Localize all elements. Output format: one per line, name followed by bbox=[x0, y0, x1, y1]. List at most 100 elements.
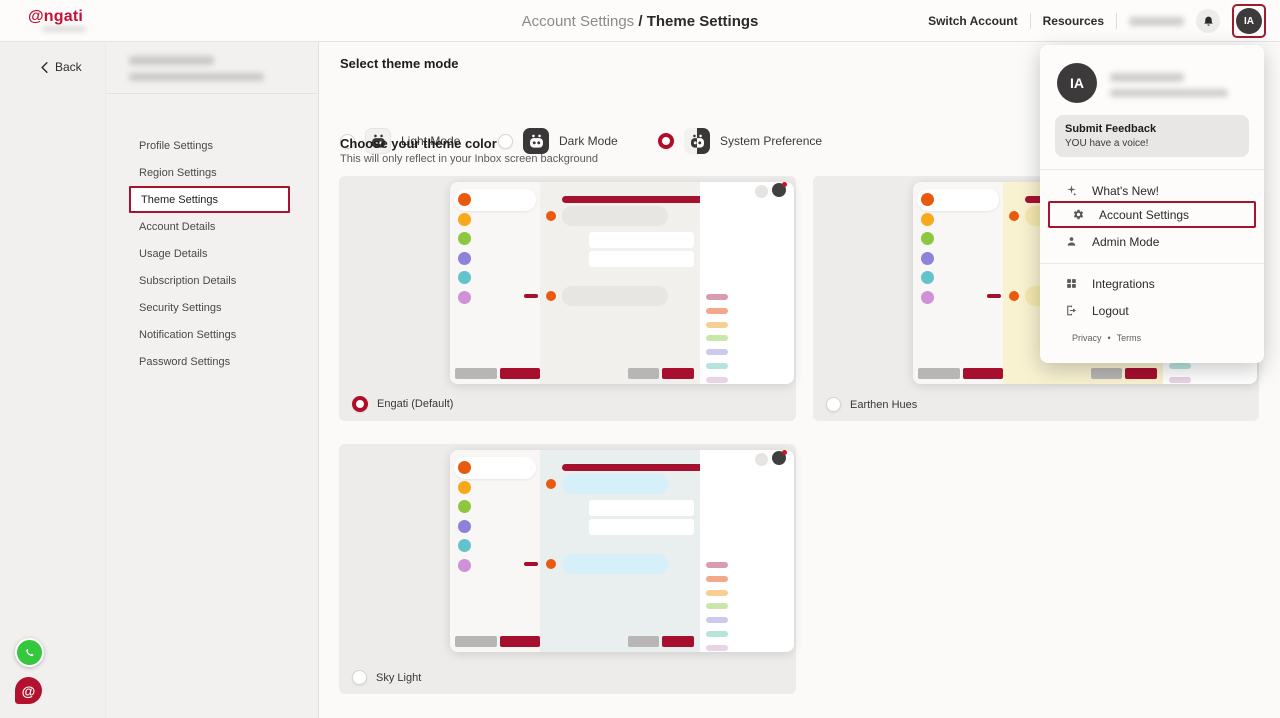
mockup-selected-conversation bbox=[917, 189, 999, 211]
mockup-avatar-dot bbox=[458, 461, 471, 474]
theme-mode-option-light-mode[interactable]: Light Mode bbox=[340, 128, 460, 154]
theme-mode-radio-system-preference[interactable] bbox=[658, 133, 674, 149]
sidebar-item-label: Subscription Details bbox=[139, 274, 237, 287]
gear-icon bbox=[1071, 208, 1085, 221]
back-label: Back bbox=[55, 60, 82, 74]
mockup-notification-dot bbox=[782, 450, 787, 455]
breadcrumb-separator: / bbox=[634, 13, 647, 30]
engati-logo[interactable]: @ngati bbox=[28, 8, 86, 31]
mockup-sender-dot bbox=[546, 479, 556, 489]
menu-item-admin-mode[interactable]: Admin Mode bbox=[1040, 228, 1264, 255]
header-user-name-redacted bbox=[1129, 16, 1184, 26]
sparkle-icon bbox=[1064, 184, 1078, 197]
mockup-compose-dash bbox=[524, 562, 538, 566]
mockup-button-gray bbox=[1091, 368, 1122, 379]
light-mode-bot-icon bbox=[365, 128, 391, 154]
theme-card-radio-earthen-hues[interactable] bbox=[826, 397, 841, 412]
sidebar-item-profile-settings[interactable]: Profile Settings bbox=[106, 132, 318, 159]
theme-mode-label: Dark Mode bbox=[559, 134, 618, 148]
mockup-sender-dot bbox=[1009, 291, 1019, 301]
mockup-compose-dash bbox=[524, 294, 538, 298]
menu-item-label: Integrations bbox=[1092, 276, 1155, 291]
engati-chat-widget-button[interactable]: @ bbox=[15, 677, 42, 704]
theme-card-sky-light[interactable]: Sky Light bbox=[339, 444, 796, 694]
mockup-sender-dot bbox=[1009, 211, 1019, 221]
mockup-button-red bbox=[963, 368, 1003, 379]
menu-divider bbox=[1040, 263, 1264, 264]
sidebar-item-password-settings[interactable]: Password Settings bbox=[106, 348, 318, 375]
sidebar-item-label: Security Settings bbox=[139, 301, 222, 314]
mockup-avatar-dot bbox=[921, 232, 934, 245]
sidebar-item-subscription-details[interactable]: Subscription Details bbox=[106, 267, 318, 294]
dropdown-footer-links: Privacy • Terms bbox=[1072, 333, 1141, 343]
mockup-button-red bbox=[500, 368, 540, 379]
mockup-conversation-list bbox=[450, 450, 540, 652]
theme-card-label-row: Sky Light bbox=[352, 670, 421, 685]
sidebar-item-usage-details[interactable]: Usage Details bbox=[106, 240, 318, 267]
sidebar-item-label: Password Settings bbox=[139, 355, 231, 368]
chevron-left-icon bbox=[41, 61, 48, 73]
footer-link-terms[interactable]: Terms bbox=[1116, 333, 1142, 343]
menu-item-integrations[interactable]: Integrations bbox=[1040, 270, 1264, 297]
notification-bell-button[interactable] bbox=[1196, 9, 1220, 33]
sidebar-item-account-details[interactable]: Account Details bbox=[106, 213, 318, 240]
mockup-chat-header-bar bbox=[562, 196, 708, 203]
sidebar-item-security-settings[interactable]: Security Settings bbox=[106, 294, 318, 321]
mockup-tag-pill bbox=[706, 376, 728, 383]
user-avatar-button[interactable]: IA bbox=[1236, 8, 1262, 34]
mockup-tag-pill bbox=[706, 575, 728, 582]
theme-card-radio-sky-light[interactable] bbox=[352, 670, 367, 685]
sidebar-item-label: Account Details bbox=[139, 220, 216, 233]
sidebar-item-theme-settings[interactable]: Theme Settings bbox=[129, 186, 290, 213]
mockup-status-circle-dark bbox=[772, 450, 787, 465]
sidebar-item-region-settings[interactable]: Region Settings bbox=[106, 159, 318, 186]
mockup-avatar-dot bbox=[458, 519, 471, 533]
mockup-avatar-dot bbox=[458, 500, 471, 513]
theme-mode-option-dark-mode[interactable]: Dark Mode bbox=[498, 128, 618, 154]
sidebar-item-label: Notification Settings bbox=[139, 328, 237, 341]
breadcrumb: Account Settings / Theme Settings bbox=[0, 13, 1280, 30]
engati-bubble-icon: @ bbox=[15, 677, 42, 704]
mockup-avatar-dot bbox=[921, 290, 934, 304]
mockup-status-circle-light bbox=[755, 185, 768, 198]
theme-color-subtitle: This will only reflect in your Inbox scr… bbox=[340, 153, 599, 165]
mockup-tag-pill bbox=[706, 321, 728, 328]
theme-mode-radio-dark-mode[interactable] bbox=[498, 133, 513, 149]
whatsapp-button[interactable] bbox=[15, 638, 44, 667]
account-dropdown-menu: IA Submit Feedback YOU have a voice! Wha… bbox=[1040, 45, 1264, 363]
theme-preview-mockup bbox=[450, 450, 794, 652]
mockup-tag-pill bbox=[706, 349, 728, 356]
mockup-avatar-dot bbox=[458, 480, 471, 494]
theme-card-radio-engati-default[interactable] bbox=[352, 396, 368, 412]
theme-card-engati-default[interactable]: Engati (Default) bbox=[339, 176, 796, 421]
mockup-button-gray bbox=[628, 368, 659, 379]
theme-mode-option-system-preference[interactable]: System Preference bbox=[658, 128, 822, 154]
sidebar-item-label: Usage Details bbox=[139, 247, 208, 260]
mockup-button-gray bbox=[455, 368, 497, 379]
mockup-incoming-bubble bbox=[562, 554, 668, 574]
menu-item-logout[interactable]: Logout bbox=[1040, 297, 1264, 324]
menu-item-account-settings[interactable]: Account Settings bbox=[1048, 201, 1256, 228]
person-icon bbox=[1064, 235, 1078, 248]
mockup-info-panel bbox=[700, 450, 794, 652]
theme-mode-radio-light-mode[interactable] bbox=[340, 133, 355, 149]
submit-feedback-card[interactable]: Submit Feedback YOU have a voice! bbox=[1055, 115, 1249, 157]
resources-button[interactable]: Resources bbox=[1042, 14, 1104, 28]
theme-mode-label: Light Mode bbox=[401, 134, 461, 148]
sidebar-item-notification-settings[interactable]: Notification Settings bbox=[106, 321, 318, 348]
back-button[interactable]: Back bbox=[40, 60, 82, 74]
menu-item-what-s-new[interactable]: What's New! bbox=[1040, 177, 1264, 204]
sidebar-item-label: Theme Settings bbox=[141, 193, 219, 206]
mockup-tag-pill bbox=[706, 589, 728, 596]
system-preference-bot-icon bbox=[684, 128, 710, 154]
mockup-tag-pill bbox=[706, 631, 728, 637]
settings-sidebar: Profile Settings Region Settings Theme Set… bbox=[105, 42, 318, 718]
mockup-button-red bbox=[662, 368, 694, 379]
switch-account-button[interactable]: Switch Account bbox=[928, 14, 1018, 28]
theme-preview-mockup bbox=[450, 182, 794, 384]
footer-link-privacy[interactable]: Privacy bbox=[1072, 333, 1102, 343]
mockup-conversation-list bbox=[913, 182, 1003, 384]
mockup-chat-area bbox=[540, 182, 708, 384]
bell-icon bbox=[1203, 16, 1213, 26]
theme-mode-label: System Preference bbox=[720, 134, 823, 148]
